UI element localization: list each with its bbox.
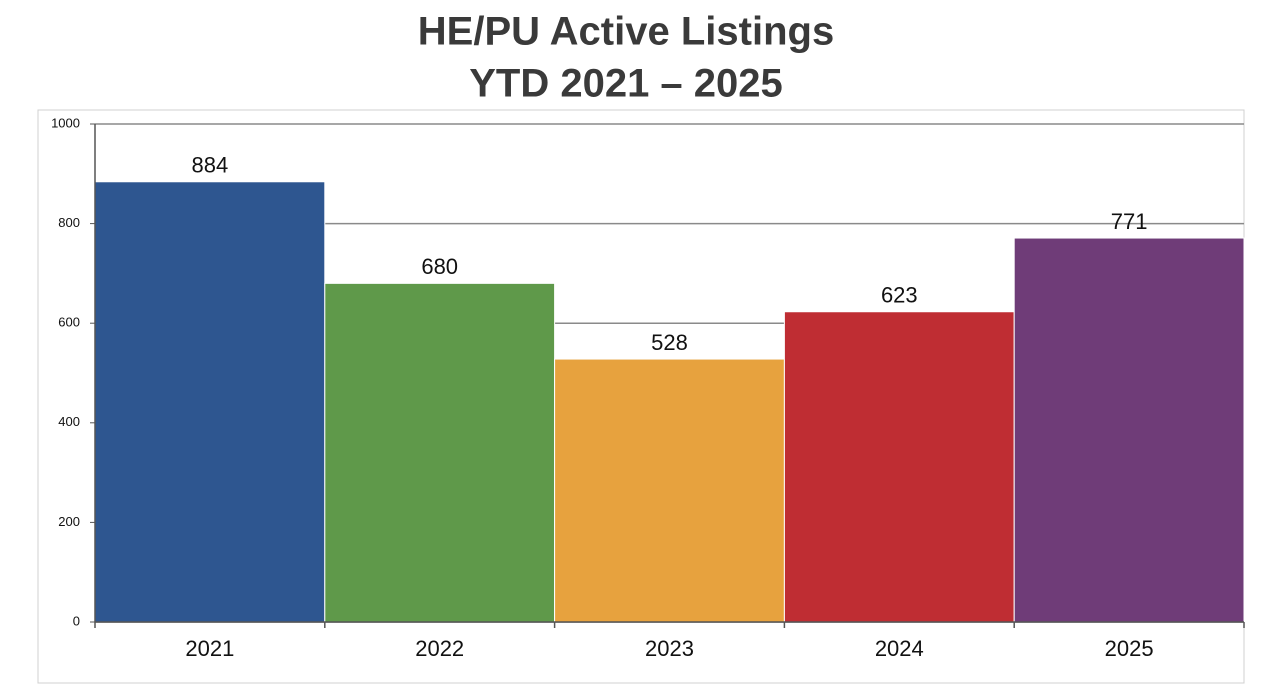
y-tick-label: 400 [58, 414, 80, 429]
bar [324, 282, 556, 623]
value-label: 528 [651, 330, 688, 355]
y-tick-label: 800 [58, 215, 80, 230]
value-label: 884 [192, 153, 229, 178]
x-tick-label: 2022 [415, 636, 464, 661]
bars: 884 680 528 623 771 [94, 153, 1245, 623]
y-tick-label: 200 [58, 514, 80, 529]
value-label: 771 [1111, 209, 1148, 234]
x-tick-label: 2024 [875, 636, 924, 661]
chart-subtitle: YTD 2021 – 2025 [469, 62, 783, 106]
x-tick-label: 2025 [1105, 636, 1154, 661]
bar [94, 181, 326, 623]
y-tick-label: 600 [58, 315, 80, 330]
y-tick-label: 1000 [51, 115, 80, 130]
x-tick-label: 2023 [645, 636, 694, 661]
y-tick-label: 0 [73, 613, 80, 628]
x-tick-label: 2021 [185, 636, 234, 661]
value-label: 623 [881, 283, 918, 308]
bar [783, 311, 1015, 623]
value-label: 680 [421, 254, 458, 279]
chart-title: HE/PU Active Listings [418, 10, 834, 54]
bar [1013, 237, 1245, 623]
bar [554, 358, 785, 623]
axes: 0 200 400 600 800 1000 2021 2022 2023 2024 2025 [51, 115, 1245, 661]
